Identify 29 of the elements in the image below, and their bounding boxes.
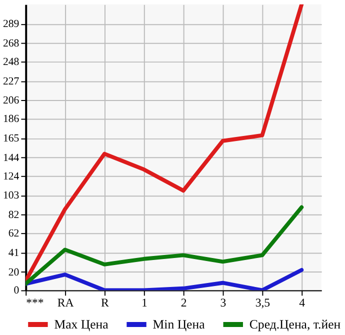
x-tick-label: 2 [180, 296, 187, 310]
x-tick-label: *** [26, 296, 44, 310]
x-tick-label: RA [57, 296, 74, 310]
y-tick-label: 82 [8, 209, 20, 222]
y-tick-label: 144 [2, 152, 20, 164]
y-tick-label: 248 [2, 56, 20, 68]
y-tick-label: 165 [2, 132, 20, 145]
x-tick-label: R [101, 296, 110, 310]
x-tick-label: 3,5 [255, 296, 270, 310]
x-tick-label: 4 [299, 296, 306, 310]
y-tick-label: 227 [2, 75, 20, 88]
y-tick-label: 62 [8, 228, 20, 240]
y-tick-label: 41 [8, 246, 20, 259]
line-series [26, 4, 304, 284]
y-tick-label: 0 [14, 284, 20, 297]
line-series [26, 268, 304, 290]
y-tick-label: 289 [2, 18, 20, 30]
x-tick-label: 3 [220, 296, 226, 310]
y-tick-label: 186 [2, 113, 20, 126]
legend-label: Сред.Цена, т.йен [249, 317, 341, 332]
line-series [26, 205, 304, 286]
y-tick-label: 103 [2, 190, 20, 202]
legend-label: Max Цена [54, 317, 109, 332]
y-tick-label: 268 [2, 38, 20, 50]
y-tick-label: 206 [2, 94, 20, 107]
legend-label: Min Цена [152, 317, 206, 332]
x-tick-label: 1 [141, 296, 148, 310]
y-tick-label: 20 [8, 266, 20, 278]
y-tick-label: 124 [2, 170, 20, 182]
